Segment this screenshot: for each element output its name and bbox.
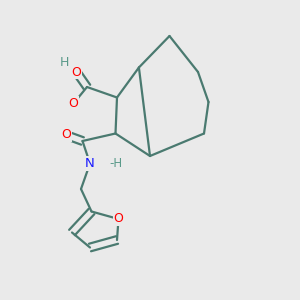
Text: N: N <box>85 157 95 170</box>
Text: O: O <box>114 212 123 226</box>
Text: H: H <box>60 56 69 70</box>
Text: O: O <box>72 65 81 79</box>
Text: -H: -H <box>110 157 123 170</box>
Text: O: O <box>69 97 78 110</box>
Text: O: O <box>61 128 71 142</box>
